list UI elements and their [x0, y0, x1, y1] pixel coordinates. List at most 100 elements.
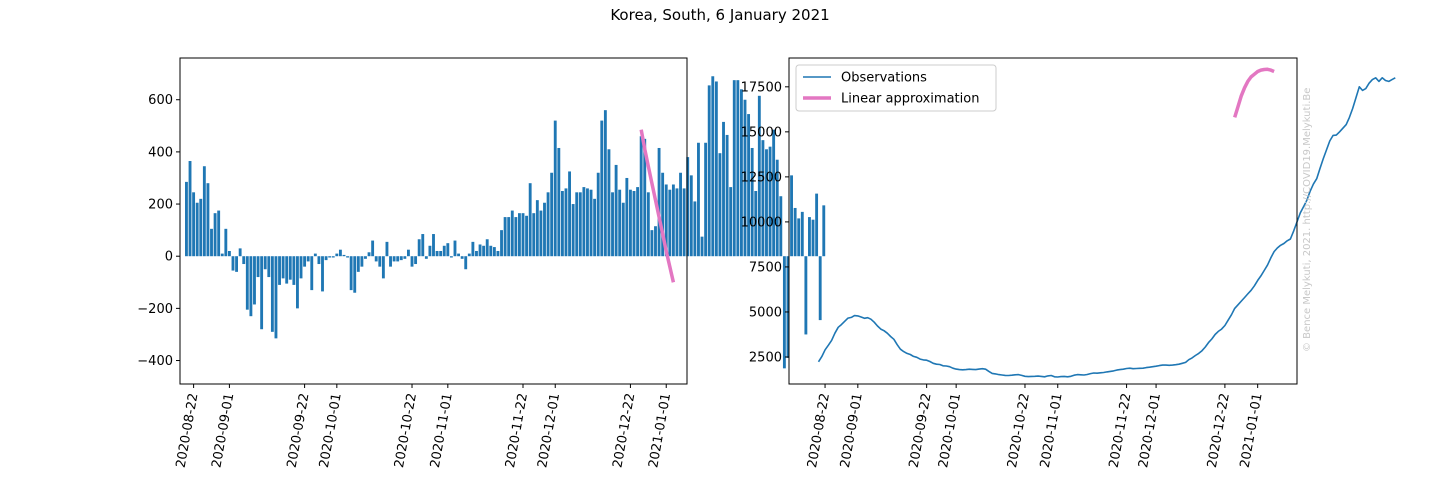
right-xtick-label: 2020-10-01 — [936, 392, 964, 469]
daily-change-bar — [636, 187, 640, 257]
daily-change-bar — [632, 191, 636, 257]
daily-change-bar — [643, 138, 647, 257]
daily-change-bar — [460, 256, 464, 259]
right-ytick-label: 2500 — [749, 350, 782, 365]
daily-change-bar — [818, 256, 822, 321]
daily-change-bar — [303, 256, 307, 267]
daily-change-bar — [403, 256, 407, 259]
left-xtick-label: 2020-08-22 — [174, 392, 202, 469]
left-ytick-label: 200 — [148, 198, 173, 213]
daily-change-bar — [525, 215, 529, 257]
left-xtick-label: 2020-11-01 — [428, 392, 456, 469]
daily-change-bar — [378, 256, 382, 267]
daily-change-bar — [496, 250, 500, 257]
daily-change-bar — [689, 175, 693, 257]
daily-change-bar — [478, 244, 482, 257]
daily-change-bar — [253, 256, 256, 305]
daily-change-bar — [414, 256, 418, 265]
daily-change-bar — [449, 256, 453, 258]
right-ytick-label: 5000 — [749, 305, 782, 320]
right-xtick-label: 2020-10-22 — [1005, 392, 1033, 469]
left-ytick-label: 600 — [148, 93, 173, 108]
daily-change-bar — [578, 192, 582, 257]
right-xtick-label: 2020-12-22 — [1205, 392, 1233, 469]
daily-change-bar — [227, 250, 231, 257]
daily-change-bar — [607, 149, 611, 257]
daily-change-bar — [553, 120, 557, 257]
daily-change-bar — [231, 256, 235, 271]
daily-change-bar — [697, 142, 700, 257]
daily-change-bar — [338, 249, 342, 257]
left-xtick-label: 2020-11-22 — [503, 392, 531, 469]
daily-change-bar — [725, 134, 729, 257]
daily-change-bar — [503, 217, 507, 257]
daily-change-bar — [299, 256, 303, 279]
daily-change-bar — [510, 210, 514, 257]
left-ytick-label: 400 — [148, 145, 173, 160]
right-ytick-label: 10000 — [741, 215, 782, 230]
daily-change-bar — [754, 191, 758, 257]
daily-change-bar — [775, 159, 779, 257]
daily-change-bar — [220, 253, 224, 257]
daily-change-bar — [507, 217, 511, 257]
daily-change-bar — [278, 256, 281, 285]
daily-change-bar — [471, 241, 475, 257]
left-ytick-label: 0 — [165, 250, 173, 265]
daily-change-bar — [811, 219, 815, 257]
left-plot-daily-changes: −400 −200 0 200 400 600 2020-08-22 2020-09-01 20… — [137, 57, 826, 469]
daily-change-bar — [768, 146, 772, 257]
daily-change-bar — [324, 256, 328, 261]
daily-change-bar — [213, 213, 217, 257]
daily-change-bar — [793, 207, 797, 257]
daily-change-bar — [546, 192, 550, 257]
daily-change-bar — [367, 252, 371, 257]
daily-change-bar — [739, 89, 743, 257]
legend-label-linear-approximation: Linear approximation — [841, 92, 979, 107]
daily-change-bar — [381, 256, 385, 279]
daily-change-bar — [313, 253, 317, 257]
daily-change-bar — [199, 198, 203, 257]
daily-change-bar — [646, 192, 650, 257]
daily-change-bar — [560, 191, 564, 257]
daily-change-bar — [790, 175, 793, 257]
right-xtick-label: 2020-11-22 — [1107, 392, 1135, 469]
daily-change-bar — [364, 256, 367, 259]
daily-change-bar — [800, 211, 804, 257]
daily-change-bar — [700, 236, 704, 257]
daily-change-bar — [586, 188, 589, 257]
daily-change-bar — [442, 245, 446, 257]
right-ytick-label: 7500 — [749, 260, 782, 275]
daily-change-bar — [747, 114, 751, 257]
daily-change-bar — [729, 187, 733, 257]
daily-change-bar — [575, 192, 579, 257]
daily-change-bar — [256, 256, 260, 278]
daily-change-bar — [281, 256, 285, 279]
daily-change-bar — [650, 230, 654, 257]
right-ytick-label: 12500 — [741, 170, 782, 185]
daily-change-bar — [310, 256, 314, 291]
daily-change-bar — [192, 192, 196, 257]
daily-change-bar — [639, 136, 643, 257]
left-ytick-label: −400 — [137, 354, 173, 369]
left-xtick-label: 2020-10-22 — [392, 392, 420, 469]
daily-change-bar — [568, 171, 571, 257]
right-xtick-label: 2021-01-01 — [1238, 392, 1266, 469]
daily-change-bar — [185, 181, 188, 257]
daily-change-bar — [743, 99, 747, 257]
daily-change-bar — [539, 210, 543, 257]
daily-change-bar — [757, 95, 761, 257]
left-xtick-label: 2020-12-01 — [535, 392, 563, 469]
daily-change-bar — [399, 256, 403, 261]
daily-change-bar — [417, 239, 421, 257]
daily-change-bar — [661, 172, 665, 257]
daily-change-bar — [360, 256, 364, 267]
daily-change-bar — [285, 256, 289, 284]
right-xtick-label: 2020-08-22 — [805, 392, 833, 469]
daily-change-bar — [564, 188, 568, 257]
daily-change-bar — [432, 234, 435, 257]
left-xtick-label: 2020-12-22 — [610, 392, 638, 469]
daily-change-bar — [532, 213, 536, 257]
legend-box — [795, 64, 997, 112]
right-ytick-label: 17500 — [741, 80, 782, 95]
